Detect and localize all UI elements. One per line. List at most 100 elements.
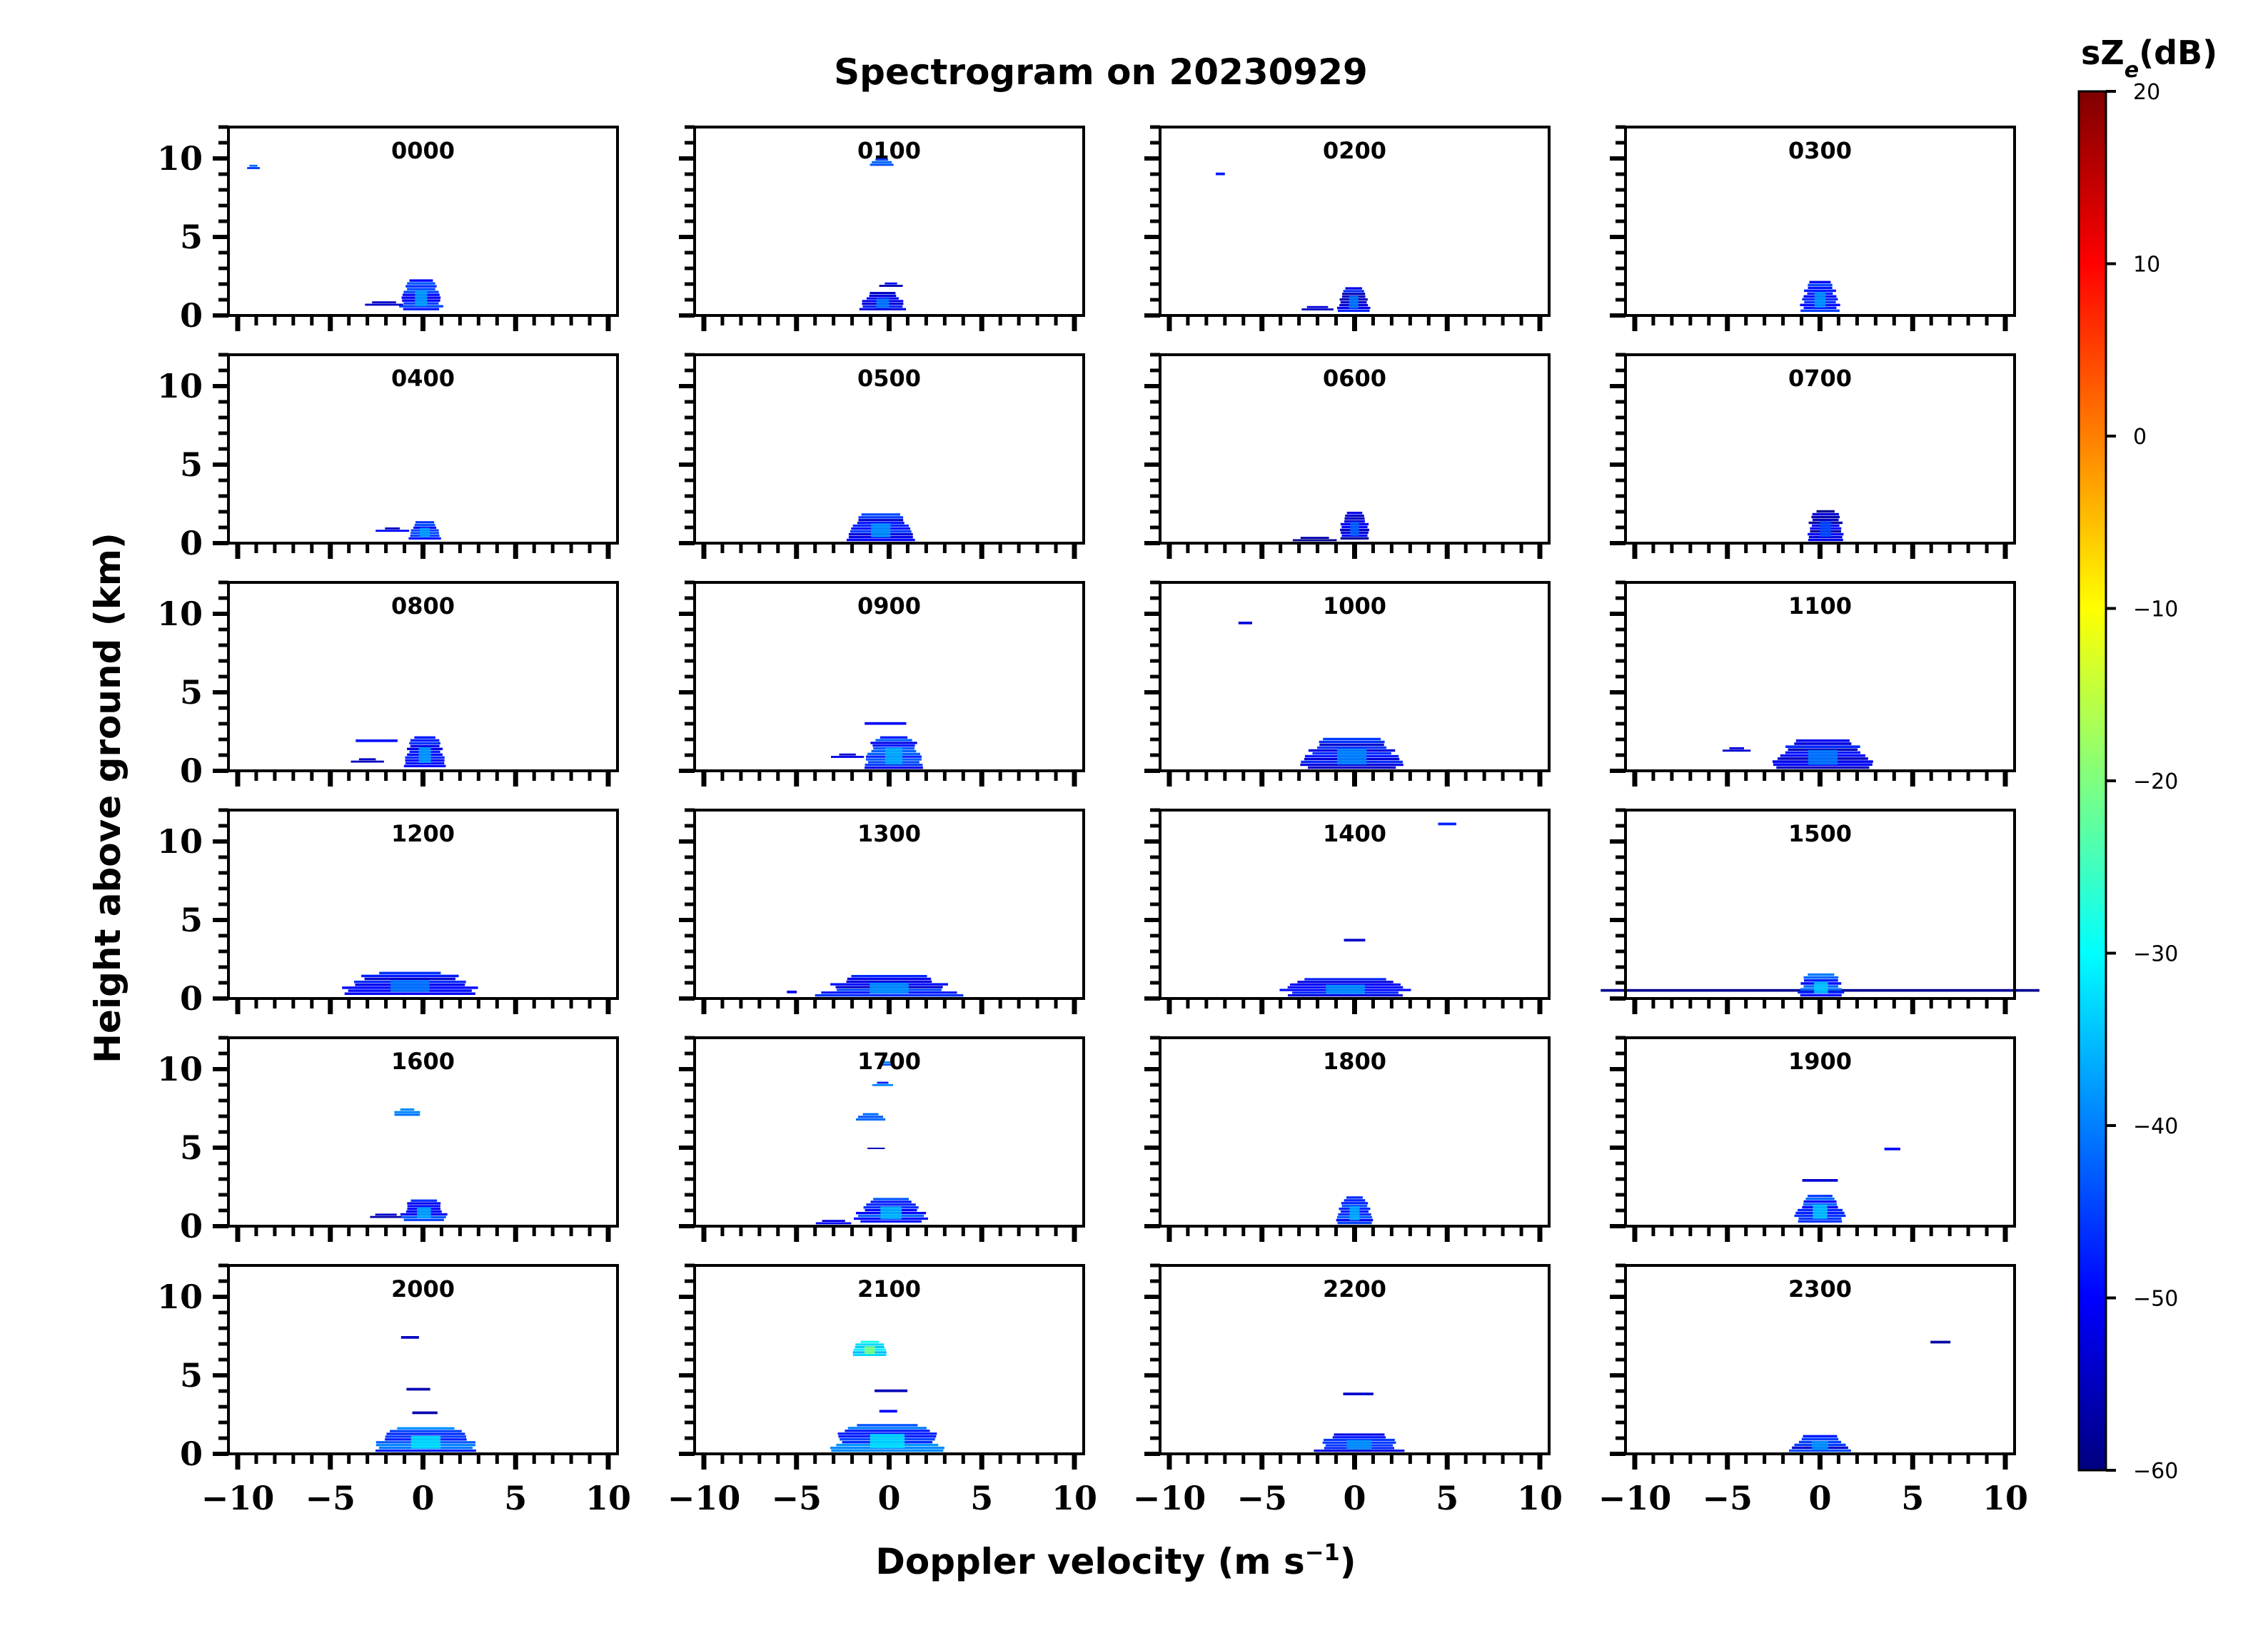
spectral-gate [1301,308,1334,310]
panel-0200: 0200 [1144,125,1551,331]
panel-label: 2300 [1788,1275,1852,1303]
colorbar-tick-label: 0 [2133,425,2147,450]
spectral-gate [880,736,908,739]
panel-label: 1400 [1323,820,1386,847]
spectral-feature [408,521,441,540]
y-tick-label: 0 [180,1435,203,1473]
panel-label: 2200 [1323,1275,1386,1303]
x-tick-label: 10 [1052,1479,1097,1517]
x-axis-label: Doppler velocity (m s−1) [875,1539,1356,1582]
spectral-gate [409,742,440,744]
spectral-feature [847,513,915,542]
spectral-gate [872,161,892,163]
spectral-core [880,1206,902,1220]
spectral-gate [1344,1199,1366,1202]
y-tick-label: 5 [180,218,203,256]
spectral-gate [1317,746,1387,749]
spectral-feature [1798,973,1845,997]
spectral-gate [859,308,907,310]
spectral-gate [1344,520,1365,523]
spectral-core [410,1435,441,1449]
y-tick-label: 5 [180,673,203,712]
spectral-gate [415,521,435,524]
colorbar-ticks: 20 10 0 −10 −20 −30 −40 −50 −60 [2106,80,2178,1484]
panel-label: 2000 [391,1275,455,1303]
spectral-core [1814,292,1826,308]
spectral-gate [1804,289,1836,292]
spectral-gate [1344,939,1366,942]
colorbar-tick-label: −20 [2133,769,2178,794]
y-tick-label: 10 [157,822,203,861]
spectral-gate [413,526,437,529]
spectral-gate [1930,1340,1951,1344]
spectral-gate [846,980,932,983]
panel-2200: 2200 −10 −5 0 5 10 [1133,1263,1563,1517]
spectral-feature [1802,1179,1838,1182]
spectral-gate [1308,766,1396,769]
figure-title: Spectrogram on 20230929 [834,51,1368,93]
spectral-gate [1324,1438,1395,1442]
spectral-gate [855,1343,884,1346]
spectral-gate [1723,749,1751,752]
spectral-gate [872,744,915,747]
spectral-gate [249,164,258,167]
panel-2000: 2000 0 5 10 −10 −5 0 5 10 [157,1263,631,1517]
spectral-gate [822,1220,845,1222]
spectral-gate [1884,1148,1900,1151]
spectral-gate [1346,512,1363,515]
spectral-gate [376,1449,476,1452]
spectral-gate [1808,538,1843,542]
spectral-gate [1801,1437,1839,1440]
spectral-core [870,982,909,994]
spectral-core [1350,521,1359,536]
spectral-gate [1314,1450,1405,1452]
spectral-core [1346,1440,1372,1450]
spectral-gate [1813,518,1839,522]
spectral-gate [372,301,396,303]
x-tick-label: 0 [411,1479,434,1517]
spectral-feature [1884,1148,1900,1151]
spectral-feature [815,975,964,997]
spectral-feature [1794,1195,1846,1223]
panel-0800: 0800 0 5 10 [157,580,619,790]
panel-0700: 0700 [1610,353,2016,559]
spectral-gate [875,1389,908,1392]
spectral-core [1349,1206,1360,1220]
spectral-gate [1808,973,1835,976]
x-tick-label: 5 [1901,1479,1924,1517]
spectral-feature [400,1336,419,1339]
spectral-gate [351,760,384,763]
spectral-gate [1803,1435,1838,1437]
spectral-gate [407,282,435,285]
spectral-gate [365,303,403,306]
spectral-gate [1800,309,1840,312]
spectral-feature [394,1108,420,1116]
x-tick-label: 5 [504,1479,527,1517]
panel-label: 0000 [391,137,455,164]
spectral-feature [867,1148,885,1149]
spectral-feature [872,1081,893,1086]
spectral-gate [386,1432,465,1435]
spectral-gate [882,1061,890,1063]
x-tick-label: 10 [1517,1479,1563,1517]
panel-label: 1100 [1788,592,1852,620]
spectral-gate [1297,981,1393,984]
x-tick-label: 0 [877,1479,900,1517]
spectral-gate [361,974,459,978]
spectral-gate [861,513,900,516]
x-tick-label: −5 [305,1479,356,1517]
spectral-gate [870,163,894,166]
panel-1100: 1100 [1610,580,2016,787]
spectral-feature [376,1427,476,1452]
spectral-gate [880,1063,893,1066]
colorbar-gradient [2077,90,2107,1472]
panel-label: 1000 [1323,592,1386,620]
spectral-gate [865,767,923,769]
spectral-gate [873,1198,909,1200]
spectral-gate [1343,1392,1374,1395]
y-axis-label: Height above ground (km) [87,532,128,1063]
spectral-gate [870,742,917,744]
spectral-gate [379,971,441,975]
